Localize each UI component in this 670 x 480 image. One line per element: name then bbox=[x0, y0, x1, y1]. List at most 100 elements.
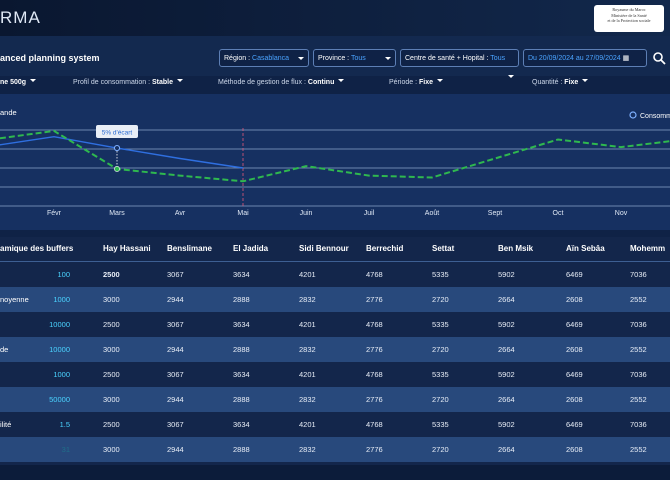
row-band bbox=[0, 437, 670, 462]
cell-value: 2832 bbox=[299, 395, 316, 404]
caret bbox=[30, 79, 37, 85]
x-tick-label: Juin bbox=[300, 210, 313, 217]
cell-value: 2832 bbox=[299, 295, 316, 304]
cell-value: 3000 bbox=[103, 345, 120, 354]
cell-value: 3000 bbox=[103, 295, 120, 304]
cell-value: 2500 bbox=[103, 270, 120, 279]
caret bbox=[385, 57, 391, 63]
cell-value: 3634 bbox=[233, 270, 250, 279]
cell-value: 4201 bbox=[299, 370, 316, 379]
row-band bbox=[0, 337, 670, 362]
cell-value: 4768 bbox=[366, 270, 383, 279]
cell-value: 2552 bbox=[630, 345, 647, 354]
cell-value: 5335 bbox=[432, 320, 449, 329]
series-line bbox=[0, 135, 244, 169]
cell-value: 2608 bbox=[566, 395, 583, 404]
cell-value: 3067 bbox=[167, 270, 184, 279]
cell-value: 2500 bbox=[103, 420, 120, 429]
cell-value: 2944 bbox=[167, 295, 184, 304]
cell-value: 4768 bbox=[366, 320, 383, 329]
point bbox=[114, 166, 120, 172]
ministry-line: Royaume du Maroc bbox=[612, 7, 646, 12]
centre-filter[interactable]: Centre de santé + Hopital : Tous bbox=[400, 49, 519, 78]
caret bbox=[436, 79, 443, 85]
cell-value: 5902 bbox=[498, 270, 515, 279]
cell-value: 2552 bbox=[630, 295, 647, 304]
top-bar: RMA Royaume du Maroc Ministère de la San… bbox=[0, 0, 670, 36]
search-icon[interactable] bbox=[652, 51, 666, 65]
x-tick-label: Août bbox=[425, 210, 439, 217]
footer-strip bbox=[0, 465, 670, 480]
buffer-value: 1.5 bbox=[59, 420, 70, 429]
cell-value: 2720 bbox=[432, 295, 449, 304]
row-label: de bbox=[0, 345, 9, 354]
cell-value: 5335 bbox=[432, 270, 449, 279]
cell-value: 6469 bbox=[566, 420, 583, 429]
cell-value: 3000 bbox=[103, 395, 120, 404]
cell-value: 2944 bbox=[167, 395, 184, 404]
cell-value: 4201 bbox=[299, 320, 316, 329]
cell-value: 2888 bbox=[233, 395, 250, 404]
option-dropdown[interactable]: Quantité : Fixe bbox=[532, 79, 589, 86]
option-dropdown[interactable]: Période : Fixe bbox=[389, 79, 443, 86]
date-filter[interactable]: Du 20/09/2024 au 27/09/2024 ▦ bbox=[523, 49, 647, 67]
tooltip-text: 5% d'écart bbox=[102, 130, 133, 137]
buffer-value: 10000 bbox=[49, 345, 70, 354]
header-rule bbox=[0, 261, 670, 262]
caret bbox=[338, 79, 345, 85]
option-dropdown[interactable]: Méthode de gestion de flux : Continu bbox=[218, 79, 345, 86]
cell-value: 2720 bbox=[432, 395, 449, 404]
x-tick-label: Juil bbox=[364, 210, 375, 217]
row-band bbox=[0, 287, 670, 312]
line-chart: ande Consomm Févr Mars Avr Mai Juin Juil Août Sep… bbox=[0, 108, 670, 217]
column-header: Mohemm bbox=[630, 244, 666, 253]
cell-value: 2608 bbox=[566, 445, 583, 454]
x-tick-label: Mai bbox=[237, 210, 249, 217]
row-band bbox=[0, 387, 670, 412]
cell-value: 6469 bbox=[566, 270, 583, 279]
cell-value: 3067 bbox=[167, 320, 184, 329]
x-tick-label: Févr bbox=[47, 210, 62, 217]
column-header: Aïn Sebâa bbox=[566, 244, 605, 253]
legend-label: Consomm bbox=[640, 113, 670, 120]
cell-value: 5902 bbox=[498, 370, 515, 379]
cell-value: 4201 bbox=[299, 420, 316, 429]
column-header: amique des buffers bbox=[0, 244, 74, 253]
cell-value: 2776 bbox=[366, 445, 383, 454]
caret bbox=[508, 75, 514, 81]
option-value: ne 500g bbox=[0, 79, 27, 86]
region-filter[interactable]: Région : Casablanca bbox=[219, 49, 309, 67]
filter-value: Tous bbox=[490, 55, 506, 62]
cell-value: 2944 bbox=[167, 445, 184, 454]
cell-value: 2720 bbox=[432, 445, 449, 454]
option-value: Continu bbox=[307, 79, 335, 86]
ministry-line: et de la Protection sociale bbox=[607, 18, 651, 23]
province-filter[interactable]: Province : Tous bbox=[313, 49, 396, 67]
row-label: noyenne bbox=[0, 295, 29, 304]
cell-value: 2500 bbox=[103, 370, 120, 379]
cell-value: 2720 bbox=[432, 345, 449, 354]
cell-value: 4768 bbox=[366, 420, 383, 429]
cell-value: 7036 bbox=[630, 420, 647, 429]
column-header: Settat bbox=[432, 244, 455, 253]
buffer-value: 100 bbox=[57, 270, 70, 279]
cell-value: 2888 bbox=[233, 445, 250, 454]
x-tick-label: Sept bbox=[488, 210, 502, 217]
filter-label: Région : bbox=[224, 55, 253, 62]
column-header: Hay Hassani bbox=[103, 244, 151, 253]
option-label: Quantité : bbox=[532, 79, 565, 86]
option-dropdown[interactable]: ne 500g bbox=[0, 79, 37, 86]
buffer-value: 10000 bbox=[49, 320, 70, 329]
cell-value: 5902 bbox=[498, 420, 515, 429]
cell-value: 2608 bbox=[566, 295, 583, 304]
cell-value: 2552 bbox=[630, 395, 647, 404]
x-tick-label: Oct bbox=[553, 210, 564, 217]
filter-value: Tous bbox=[350, 55, 366, 62]
column-header: El Jadida bbox=[233, 244, 269, 253]
chart-panel: ande Consomm Févr Mars Avr Mai Juin Juil Août Sep… bbox=[0, 94, 670, 230]
cell-value: 5902 bbox=[498, 320, 515, 329]
cell-value: 2500 bbox=[103, 320, 120, 329]
option-dropdown[interactable]: Profil de consommation : Stable bbox=[73, 79, 183, 86]
date-value: 27/09/2024 bbox=[585, 55, 621, 62]
date-value: 20/09/2024 bbox=[538, 55, 574, 62]
